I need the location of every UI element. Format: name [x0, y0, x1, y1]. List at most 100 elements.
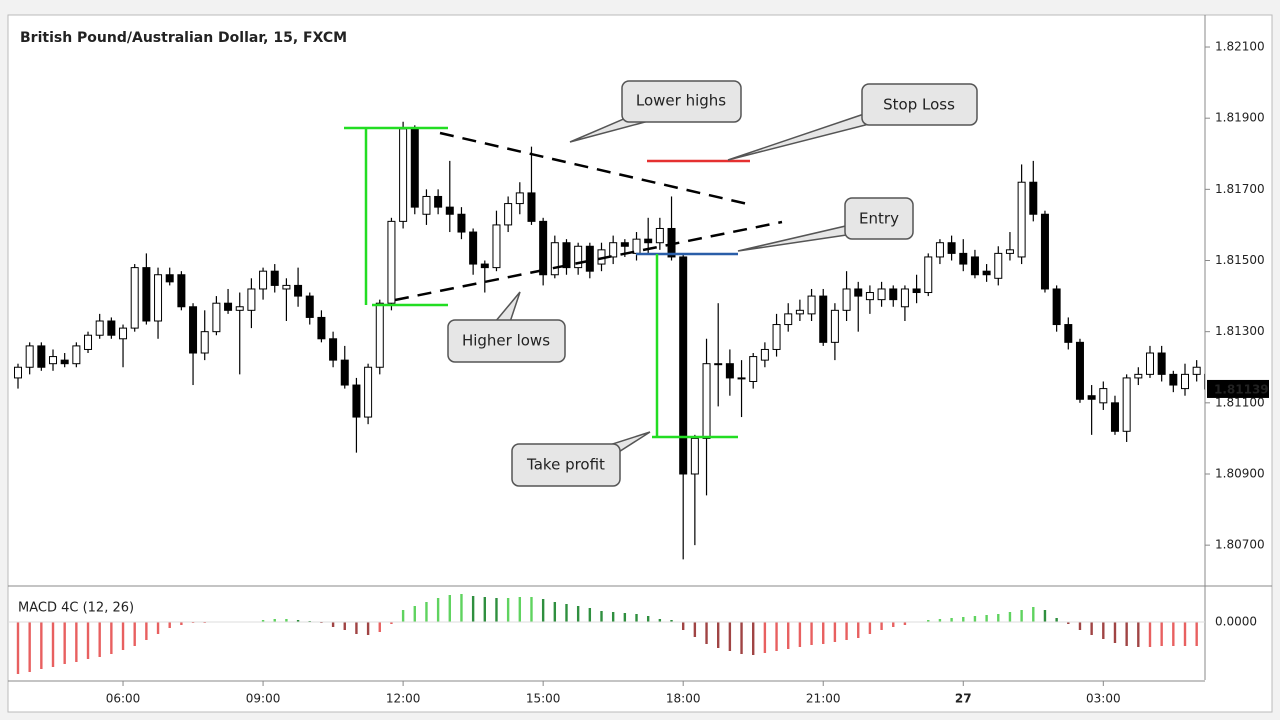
x-tick-label: 12:00 — [386, 692, 421, 706]
x-tick-label: 03:00 — [1086, 692, 1121, 706]
macd-bar — [121, 622, 125, 650]
candle-body — [212, 302, 221, 333]
macd-bar — [1183, 622, 1187, 646]
candle-body — [445, 206, 454, 215]
macd-layer — [16, 594, 1198, 674]
macd-bar — [880, 622, 883, 630]
macd-bar — [483, 597, 486, 622]
macd-bar — [401, 610, 405, 622]
candle-body — [539, 220, 548, 276]
candle-body — [469, 231, 478, 265]
candle-body — [1157, 352, 1166, 375]
macd-bar — [1090, 622, 1093, 635]
candle-body — [714, 363, 723, 366]
macd-bar — [296, 620, 300, 622]
candle-body — [679, 256, 688, 475]
macd-bar — [962, 617, 965, 622]
candle-body — [819, 295, 828, 343]
candle-body — [504, 203, 513, 226]
candle-body — [399, 128, 408, 222]
macd-bar — [635, 614, 638, 622]
candle-body — [154, 274, 163, 322]
y-tick-label: 1.81500 — [1215, 253, 1265, 267]
drawings — [344, 126, 783, 439]
macd-bar — [145, 622, 148, 640]
macd-bar — [1172, 622, 1175, 646]
x-tick-label: 18:00 — [666, 692, 701, 706]
candle-body — [317, 316, 326, 340]
macd-bar — [86, 622, 90, 659]
y-tick-label: 1.81900 — [1215, 111, 1265, 125]
candle-body — [1110, 402, 1119, 432]
candle-body — [1145, 352, 1154, 375]
macd-bar — [471, 596, 475, 622]
macd-bar — [833, 622, 837, 642]
candle-body — [107, 320, 116, 336]
candle-body — [1134, 373, 1143, 379]
callout — [844, 197, 914, 240]
callout — [447, 319, 566, 363]
candle-body — [457, 213, 466, 233]
y-tick-label: 1.80900 — [1215, 466, 1265, 480]
candle-body — [305, 295, 314, 318]
macd-bar — [530, 597, 533, 622]
candle-body — [644, 238, 653, 244]
macd-bar — [1055, 618, 1058, 622]
macd-bar — [775, 622, 778, 651]
macd-bar — [1008, 612, 1012, 622]
candle-body — [480, 263, 489, 269]
candle-body — [1017, 181, 1026, 258]
candle-body — [1181, 373, 1189, 390]
candle-body — [25, 345, 34, 368]
callout-text: Entry — [859, 210, 899, 228]
macd-bar — [51, 622, 55, 667]
macd-bar — [1078, 622, 1082, 630]
y-tick-label: 1.82100 — [1215, 40, 1265, 54]
macd-bar — [588, 608, 592, 622]
macd-bar — [133, 622, 136, 646]
candle-body — [364, 366, 373, 418]
candle-body — [375, 302, 384, 368]
y-tick-label: 1.81300 — [1215, 324, 1265, 338]
macd-bar — [600, 611, 603, 622]
macd-bar — [822, 622, 825, 644]
macd-bar — [985, 615, 988, 622]
macd-bar — [646, 616, 650, 622]
candle-body — [49, 356, 58, 365]
candle-body — [889, 288, 898, 301]
candle-body — [1169, 373, 1178, 386]
candle-body — [702, 363, 711, 439]
candle-body — [1052, 288, 1061, 326]
candle-body — [959, 252, 968, 265]
candle-body — [294, 284, 303, 297]
macd-bar — [378, 622, 381, 632]
candle-body — [259, 270, 268, 290]
y-tick-label: 0.0000 — [1215, 615, 1257, 629]
macd-bar — [331, 622, 335, 627]
candle-body — [177, 274, 186, 308]
candle-body — [935, 242, 944, 258]
candle-body — [784, 313, 793, 326]
candle-body — [1204, 373, 1205, 390]
candle-body — [1029, 181, 1038, 215]
macd-bar — [927, 620, 930, 622]
y-tick-label: 1.80700 — [1215, 538, 1265, 552]
candle-body — [854, 288, 863, 297]
candle-body — [900, 288, 909, 308]
candle-body — [725, 363, 734, 379]
candle-body — [14, 366, 22, 379]
candle-layer — [14, 121, 1205, 560]
candle-body — [749, 356, 758, 382]
macd-bar — [857, 622, 860, 638]
candle-body — [247, 288, 256, 311]
candle-body — [690, 437, 699, 475]
candle-body — [994, 252, 1003, 279]
candle-body — [492, 224, 501, 269]
x-tick-label: 15:00 — [526, 692, 561, 706]
y-tick-label: 1.81700 — [1215, 182, 1265, 196]
macd-bar — [460, 594, 463, 622]
candle-body — [947, 242, 956, 254]
macd-bar — [705, 622, 708, 644]
macd-bar — [892, 622, 895, 627]
macd-bar — [1020, 610, 1023, 622]
